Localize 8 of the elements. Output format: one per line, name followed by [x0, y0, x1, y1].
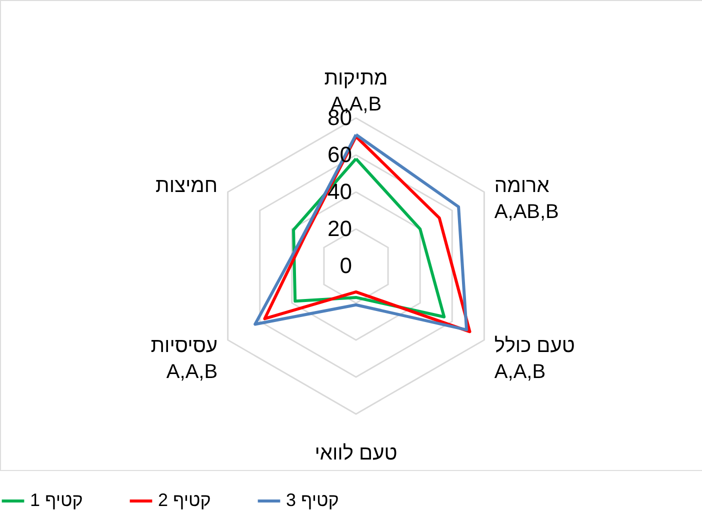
legend-label: קטיף 3	[286, 490, 339, 510]
spoke-label: חמיצות	[156, 175, 218, 198]
legend-label: קטיף 2	[158, 490, 211, 510]
y-tick-label: 20	[328, 216, 352, 241]
legend-label: קטיף 1	[30, 490, 83, 510]
y-tick-label: 40	[328, 179, 352, 204]
spoke-label: טעם לוואי	[314, 442, 398, 465]
y-tick-label: 0	[340, 253, 352, 278]
